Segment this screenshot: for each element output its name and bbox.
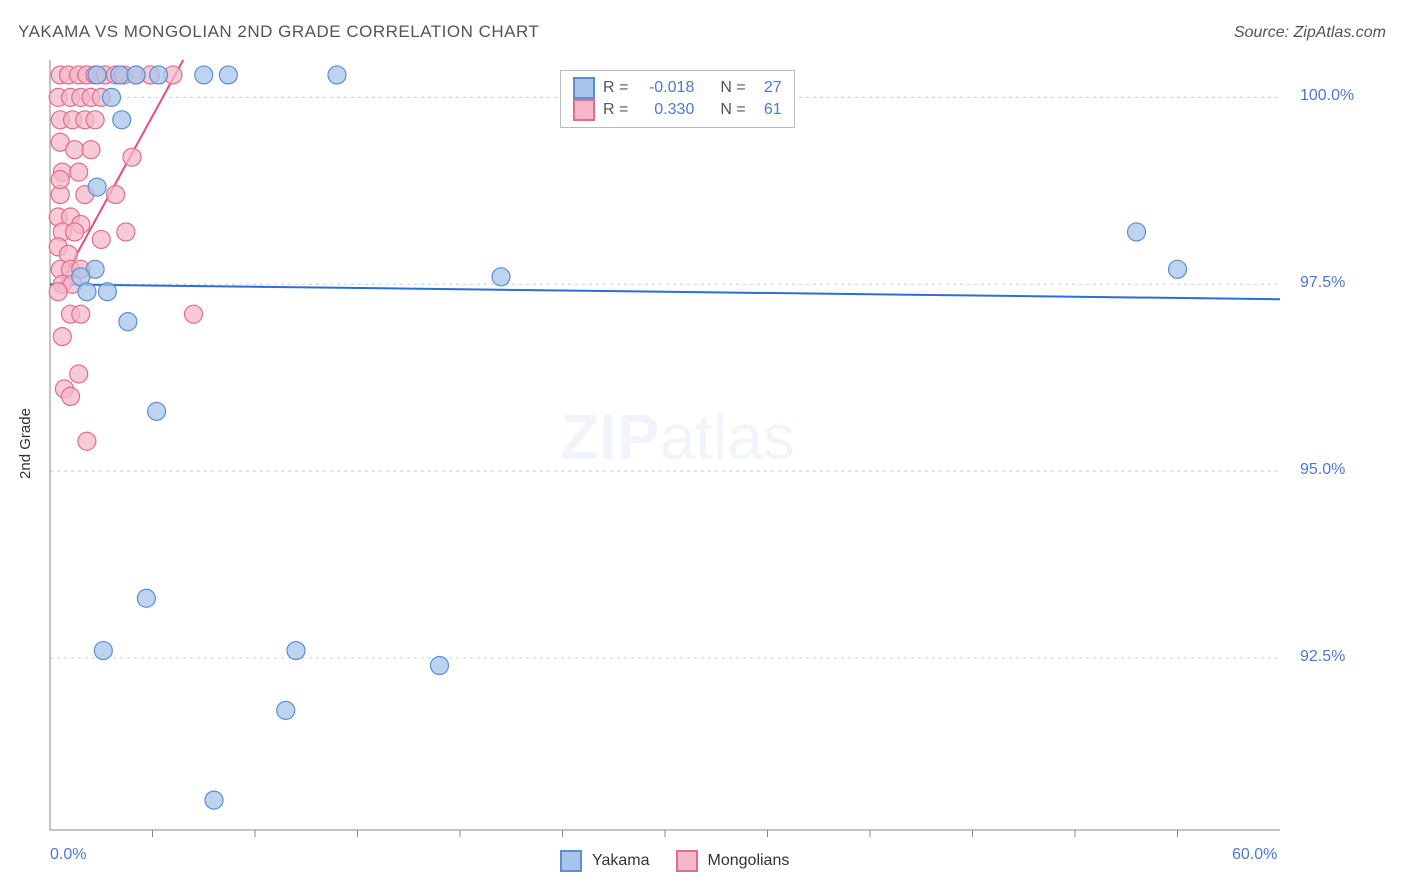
scatter-chart xyxy=(0,0,1406,892)
swatch-mongolians xyxy=(676,850,698,872)
swatch-mongolians xyxy=(573,99,595,121)
swatch-yakama xyxy=(560,850,582,872)
swatch-yakama xyxy=(573,77,595,99)
legend-label-mongolians: Mongolians xyxy=(708,852,790,870)
n-label: N = xyxy=(720,79,745,97)
correlation-legend: R = -0.018 N = 27 R = 0.330 N = 61 xyxy=(560,70,795,128)
n-value-mongolians: 61 xyxy=(754,101,782,119)
legend-row-yakama: R = -0.018 N = 27 xyxy=(573,77,782,99)
y-tick-label: 92.5% xyxy=(1300,648,1345,666)
x-tick-label: 0.0% xyxy=(50,846,86,864)
r-value-mongolians: 0.330 xyxy=(636,101,694,119)
r-label: R = xyxy=(603,101,628,119)
r-label: R = xyxy=(603,79,628,97)
series-legend: Yakama Mongolians xyxy=(560,850,789,872)
n-label: N = xyxy=(720,101,745,119)
legend-label-yakama: Yakama xyxy=(592,852,650,870)
x-tick-label: 60.0% xyxy=(1232,846,1277,864)
legend-row-mongolians: R = 0.330 N = 61 xyxy=(573,99,782,121)
r-value-yakama: -0.018 xyxy=(636,79,694,97)
y-tick-label: 100.0% xyxy=(1300,87,1354,105)
y-tick-label: 97.5% xyxy=(1300,274,1345,292)
y-tick-label: 95.0% xyxy=(1300,461,1345,479)
n-value-yakama: 27 xyxy=(754,79,782,97)
